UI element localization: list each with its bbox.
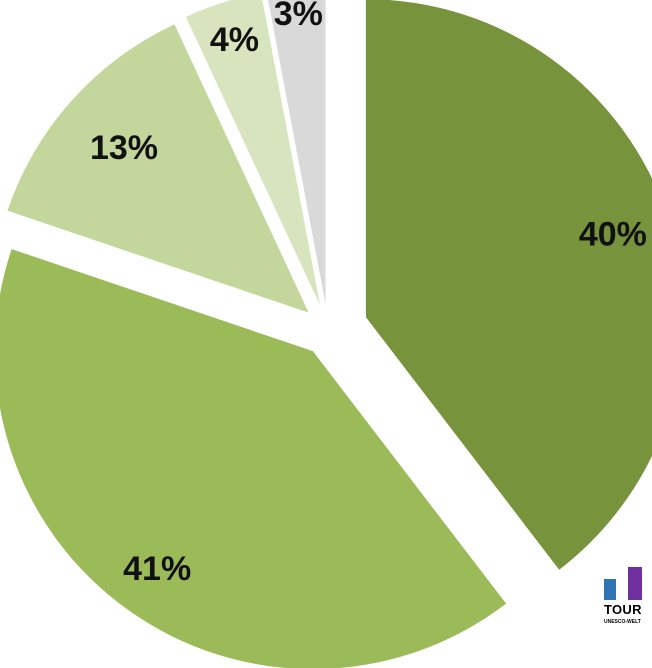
tour-logo: TOUR UNESCO-WELT xyxy=(604,565,652,627)
logo-subtext: UNESCO-WELT xyxy=(604,619,641,625)
pie-label-4pct: 4% xyxy=(210,21,259,59)
pie-slice-13pct xyxy=(7,24,309,313)
pie-label-3pct: 3% xyxy=(274,0,323,33)
pie-slice-4pct xyxy=(185,0,321,306)
pie-label-41pct: 41% xyxy=(123,550,191,588)
pie-slice-41pct xyxy=(0,249,507,668)
logo-bar-blue xyxy=(604,579,616,600)
pie-slice-40pct xyxy=(365,0,652,570)
logo-text: TOUR xyxy=(604,602,642,617)
logo-bar-purple xyxy=(628,567,642,600)
pie-label-40pct: 40% xyxy=(579,216,647,254)
pie-label-13pct: 13% xyxy=(90,129,158,167)
pie-labels: 40% 41% 13% 4% 3% xyxy=(90,0,647,588)
pie-slice-3pct xyxy=(268,0,326,305)
